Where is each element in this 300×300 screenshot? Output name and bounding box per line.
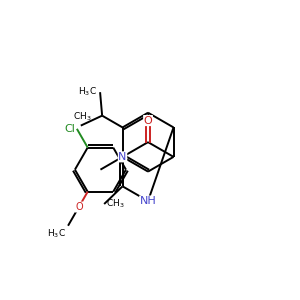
Text: Cl: Cl xyxy=(64,124,75,134)
Text: H$_3$C: H$_3$C xyxy=(47,228,66,240)
Text: NH: NH xyxy=(140,196,156,206)
Text: O: O xyxy=(144,116,152,126)
Text: H$_3$C: H$_3$C xyxy=(78,86,97,98)
Text: CH$_3$: CH$_3$ xyxy=(74,110,92,123)
Text: O: O xyxy=(75,202,83,212)
Text: CH$_3$: CH$_3$ xyxy=(106,198,125,210)
Text: N: N xyxy=(118,152,127,162)
